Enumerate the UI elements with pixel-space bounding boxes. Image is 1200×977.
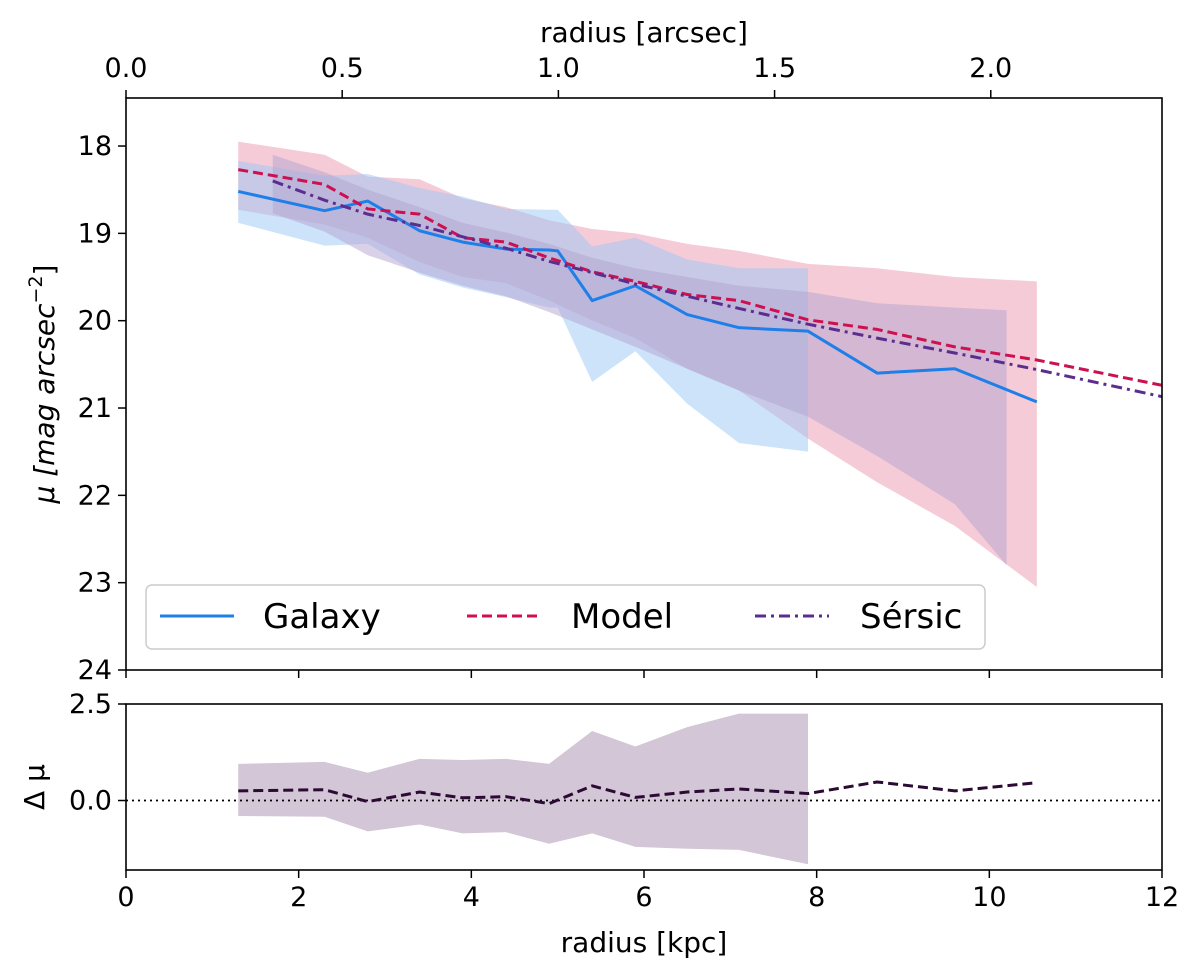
line-model [237, 168, 1162, 387]
line-residual [238, 780, 1033, 806]
top-x-tick-label-1.0: 1.0 [537, 53, 580, 84]
x-tick-label-0: 0 [117, 882, 134, 913]
y-tick-label-23: 23 [78, 568, 112, 599]
y-tick-label-19: 19 [78, 218, 112, 249]
legend-sersic-label: Sérsic [860, 597, 962, 637]
residual-lines [238, 780, 1033, 806]
residual-y-tick-label-0.0: 0.0 [69, 786, 112, 817]
y-label-close: ] [28, 265, 61, 276]
x-tick-label-8: 8 [808, 882, 825, 913]
y-tick-label-22: 22 [78, 480, 112, 511]
residual-y-tick-label-2.5: 2.5 [69, 689, 112, 720]
profile-top-x-ticks: 0.0 0.5 1.0 1.5 2.0 [105, 53, 1012, 98]
band-residual [238, 713, 809, 865]
x-tick-label-10: 10 [972, 882, 1006, 913]
y-tick-label-20: 20 [78, 306, 112, 337]
x-tick-label-2: 2 [290, 882, 307, 913]
top-x-tick-label-2.0: 2.0 [969, 53, 1012, 84]
y-label-superscript: −2 [25, 275, 47, 303]
legend-model-label: Model [571, 597, 673, 637]
x-tick-label-4: 4 [463, 882, 480, 913]
top-x-axis-label: radius [arcsec] [540, 16, 748, 49]
residual-y-axis-label: Δ μ [18, 764, 51, 810]
top-x-tick-label-1.5: 1.5 [753, 53, 796, 84]
legend-box [145, 584, 986, 650]
profile-y-ticks: 18 19 20 21 22 23 24 [78, 131, 126, 686]
legend: Galaxy Model Sérsic [145, 584, 986, 650]
y-label-main: μ [mag arcsec [28, 303, 61, 505]
y-tick-label-24: 24 [78, 655, 112, 686]
line-galaxy [237, 189, 1038, 404]
x-tick-label-12: 12 [1145, 882, 1179, 913]
profile-bottom-x-tick-marks [125, 670, 1163, 678]
x-tick-label-6: 6 [635, 882, 652, 913]
legend-galaxy-label: Galaxy [263, 597, 381, 637]
top-x-tick-label-0.0: 0.0 [105, 53, 148, 84]
top-x-tick-label-0.5: 0.5 [321, 53, 364, 84]
y-tick-label-18: 18 [78, 131, 112, 162]
profile-uncertainty-bands [238, 141, 1037, 625]
band-s-rsic [272, 154, 1007, 625]
y-tick-label-21: 21 [78, 393, 112, 424]
line-s-rsic [272, 179, 1162, 399]
profile-lines [237, 168, 1162, 404]
residual-x-ticks: 0 2 4 6 8 10 12 [117, 870, 1179, 913]
bottom-x-axis-label: radius [kpc] [561, 926, 728, 959]
profile-y-axis-label: μ [mag arcsec−2] [25, 265, 61, 505]
residual-uncertainty-band [238, 713, 809, 865]
residual-y-ticks: 0.0 2.5 [69, 689, 126, 817]
